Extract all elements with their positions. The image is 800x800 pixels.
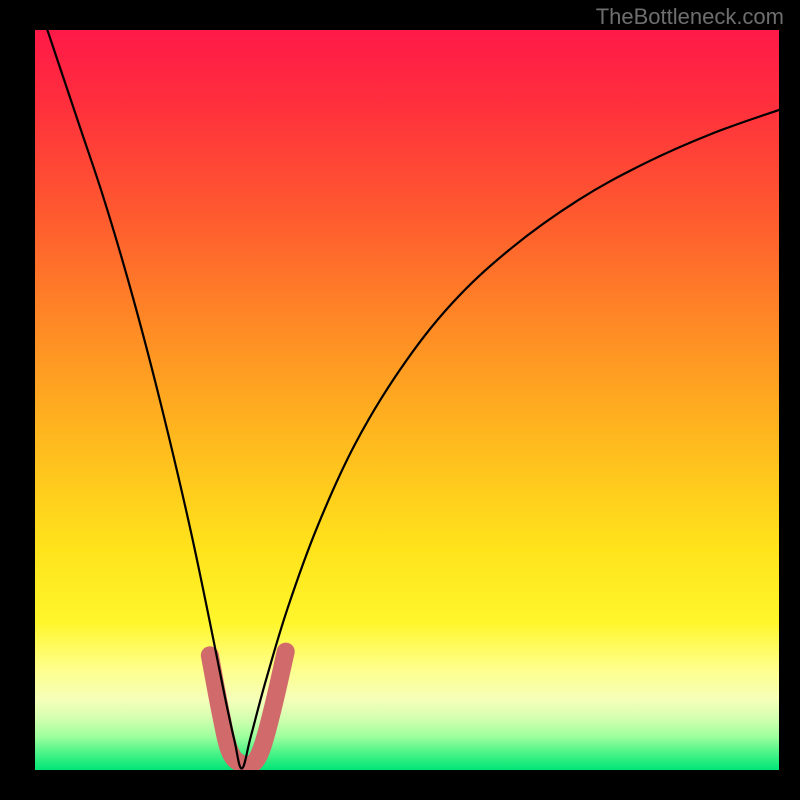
plot-background-gradient <box>35 30 779 770</box>
bottleneck-chart-svg <box>0 0 800 800</box>
watermark-text: TheBottleneck.com <box>596 4 784 30</box>
chart-frame: TheBottleneck.com <box>0 0 800 800</box>
